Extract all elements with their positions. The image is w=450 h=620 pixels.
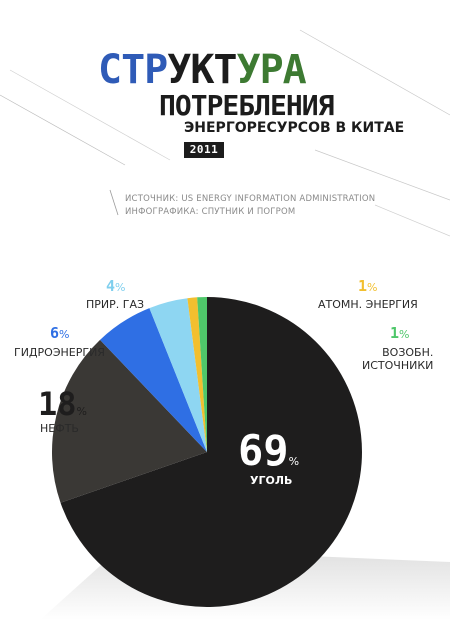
pct-oil-unit: % bbox=[76, 405, 87, 418]
pie-slice-hydro bbox=[100, 308, 207, 452]
title-segment-green: УРА bbox=[236, 47, 307, 93]
pct-coal-value: 69 bbox=[238, 426, 289, 475]
pct-hydro-unit: % bbox=[59, 328, 70, 341]
label-nuclear: АТОМН. ЭНЕРГИЯ bbox=[318, 298, 418, 311]
pie-slice-nuclear bbox=[187, 297, 207, 452]
title-line-2: ПОТРЕБЛЕНИЯ bbox=[159, 89, 334, 122]
pct-coal-unit: % bbox=[288, 455, 300, 468]
label-oil: НЕФТЬ bbox=[40, 422, 79, 435]
title-line-1: СТРУКТУРА bbox=[98, 47, 307, 93]
label-hydro: ГИДРОЭНЕРГИЯ bbox=[14, 346, 105, 359]
pct-renewables-value: 1 bbox=[390, 324, 400, 342]
pct-coal: 69% bbox=[238, 430, 299, 472]
pct-gas-unit: % bbox=[115, 281, 126, 294]
pct-nuclear-unit: % bbox=[367, 281, 378, 294]
pie-slice-oil bbox=[51, 339, 207, 503]
pct-gas-value: 4 bbox=[106, 277, 116, 295]
pie-slice-gas bbox=[149, 298, 207, 452]
pct-renewables: 1% bbox=[390, 326, 409, 341]
title-segment-blue: СТР bbox=[98, 47, 168, 93]
label-renewables-line-2: ИСТОЧНИКИ bbox=[362, 359, 434, 373]
pct-nuclear: 1% bbox=[358, 279, 377, 294]
pct-hydro-value: 6 bbox=[50, 324, 60, 342]
pct-gas: 4% bbox=[106, 279, 125, 294]
title-line-3: ЭНЕРГОРЕСУРСОВ В КИТАЕ bbox=[184, 120, 405, 136]
label-renewables: ВОЗОБН. ИСТОЧНИКИ bbox=[362, 346, 433, 372]
pct-nuclear-value: 1 bbox=[358, 277, 368, 295]
pct-oil: 18% bbox=[38, 388, 87, 420]
label-gas: ПРИР. ГАЗ bbox=[86, 298, 145, 311]
title-segment-dark: УКТ bbox=[167, 47, 237, 93]
pie-slice-renewables bbox=[197, 296, 207, 452]
label-renewables-line-1: ВОЗОБН. bbox=[382, 346, 434, 359]
label-coal: УГОЛЬ bbox=[250, 474, 293, 487]
pct-renewables-unit: % bbox=[399, 328, 410, 341]
pie-slice-coal bbox=[60, 297, 362, 607]
source-credit: ИСТОЧНИК: US ENERGY INFORMATION ADMINIST… bbox=[125, 194, 376, 204]
year-badge: 2011 bbox=[184, 142, 224, 158]
pct-oil-value: 18 bbox=[38, 385, 77, 423]
infographic-credit: ИНФОГРАФИКА: СПУТНИК И ПОГРОМ bbox=[125, 207, 296, 217]
pct-hydro: 6% bbox=[50, 326, 69, 341]
